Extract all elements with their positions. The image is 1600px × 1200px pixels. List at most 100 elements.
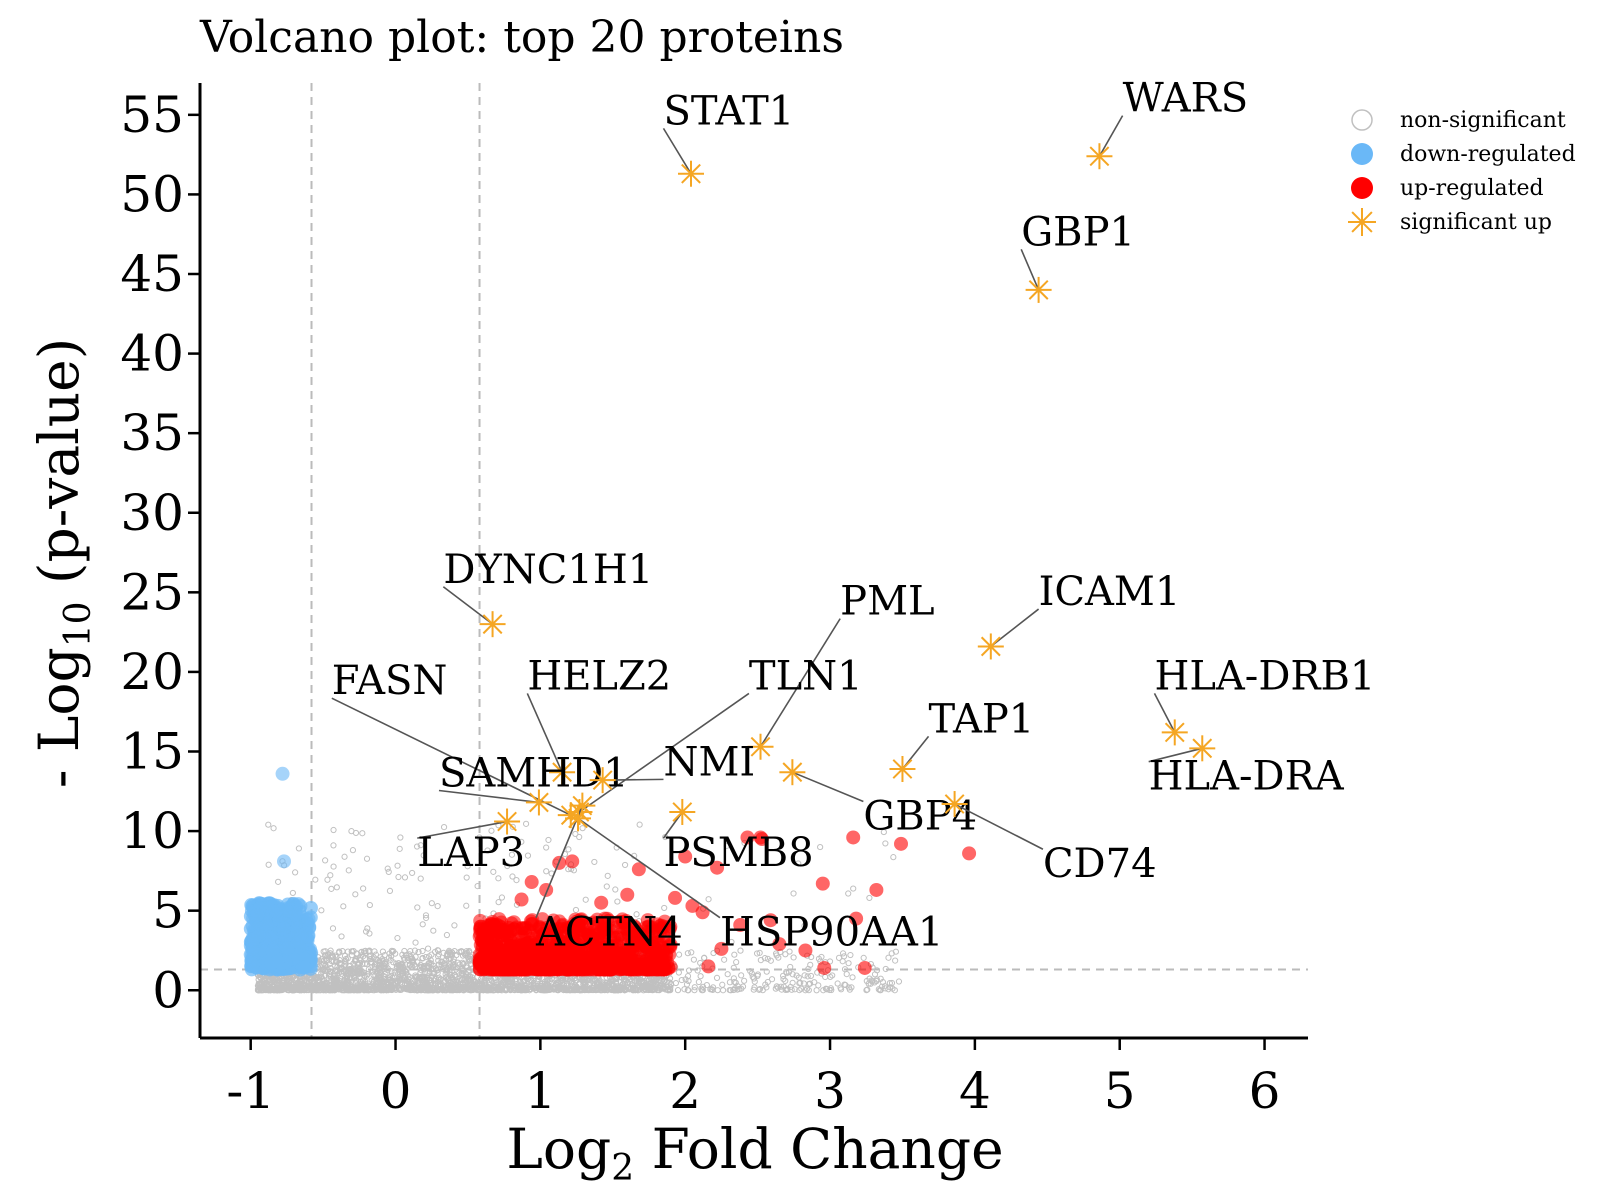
data-point xyxy=(468,977,475,984)
data-point xyxy=(393,980,400,987)
label-connector xyxy=(990,608,1040,648)
significant-up-marker xyxy=(1161,719,1188,746)
data-point xyxy=(807,972,815,980)
data-point xyxy=(730,986,737,994)
data-point xyxy=(570,984,578,991)
data-point xyxy=(576,981,583,988)
data-point xyxy=(390,959,397,966)
data-point xyxy=(782,951,789,958)
data-point xyxy=(416,975,424,982)
data-point xyxy=(667,984,674,991)
data-point xyxy=(684,973,692,980)
y-tick-label: 40 xyxy=(120,325,184,383)
data-point xyxy=(330,986,337,993)
significant-up-marker xyxy=(1348,208,1376,236)
y-axis-title: - Log10 (p-value) xyxy=(27,338,99,788)
data-point xyxy=(635,984,642,991)
x-tick-label: -1 xyxy=(226,1062,275,1120)
data-point xyxy=(533,984,540,991)
data-point xyxy=(573,913,588,928)
data-point xyxy=(338,933,345,940)
data-point xyxy=(397,834,404,841)
label-connector xyxy=(1020,249,1040,291)
data-point xyxy=(443,931,451,939)
data-point xyxy=(368,977,375,984)
data-point xyxy=(578,986,585,993)
data-point xyxy=(472,978,479,985)
data-point xyxy=(386,986,393,993)
data-point xyxy=(409,955,416,962)
data-point xyxy=(701,959,716,974)
data-point xyxy=(724,971,731,978)
data-point xyxy=(714,987,721,994)
gene-label: NMI xyxy=(663,739,755,785)
data-point xyxy=(265,943,280,958)
significant-up-marker xyxy=(1086,143,1113,170)
data-point xyxy=(270,825,277,832)
data-point xyxy=(360,985,367,992)
data-point xyxy=(576,958,591,973)
data-point xyxy=(334,963,341,970)
significant-up-marker xyxy=(747,733,774,760)
label-connector xyxy=(954,803,1044,850)
gene-label: HLA-DRA xyxy=(1149,754,1345,800)
data-point xyxy=(366,901,373,909)
data-point xyxy=(409,981,416,988)
data-point xyxy=(756,949,763,956)
data-point xyxy=(576,935,591,950)
data-point xyxy=(545,836,552,844)
data-point xyxy=(338,985,345,992)
data-point xyxy=(390,981,397,988)
data-point xyxy=(351,987,358,994)
data-point xyxy=(894,836,909,851)
data-point xyxy=(435,966,442,973)
data-point xyxy=(535,912,550,927)
data-point xyxy=(885,954,892,961)
data-point xyxy=(764,955,771,962)
data-point xyxy=(384,967,391,974)
label-connector xyxy=(1148,747,1203,763)
data-point xyxy=(538,948,553,963)
data-point xyxy=(691,984,698,991)
data-point xyxy=(667,980,675,987)
data-point xyxy=(318,956,325,963)
data-point xyxy=(528,979,535,986)
data-point xyxy=(630,986,637,994)
data-point xyxy=(380,978,387,986)
data-point xyxy=(414,987,421,994)
data-point xyxy=(459,967,466,974)
data-point xyxy=(605,981,612,988)
data-point xyxy=(506,985,514,993)
y-tick-label: 20 xyxy=(120,643,184,701)
data-point xyxy=(639,978,646,985)
data-point xyxy=(394,862,401,869)
data-point xyxy=(895,978,903,985)
data-point xyxy=(636,821,643,828)
data-point xyxy=(719,987,727,994)
data-point xyxy=(656,987,663,994)
data-point xyxy=(800,980,807,987)
x-axis-title-rest: Fold Change xyxy=(634,1117,1004,1181)
legend-marker xyxy=(1351,177,1373,199)
data-point xyxy=(668,890,683,905)
data-point xyxy=(370,987,377,994)
legend-item: significant up xyxy=(1348,208,1552,236)
data-point xyxy=(490,986,497,994)
significant-up-marker xyxy=(1189,735,1216,762)
data-point xyxy=(594,981,601,989)
data-point xyxy=(885,986,892,993)
data-point xyxy=(790,954,797,961)
data-point xyxy=(804,973,811,980)
data-point xyxy=(488,827,495,834)
data-point xyxy=(434,987,441,994)
data-point xyxy=(587,950,602,965)
data-point xyxy=(357,970,364,977)
gene-label: SAMHD1 xyxy=(439,751,629,797)
data-point xyxy=(459,979,466,987)
significant-up-marker xyxy=(479,611,506,638)
data-point xyxy=(708,986,715,993)
significant-up-marker xyxy=(669,798,696,825)
x-axis-title-subscript: 2 xyxy=(611,1148,634,1189)
data-point xyxy=(265,821,272,828)
data-point xyxy=(691,987,698,994)
